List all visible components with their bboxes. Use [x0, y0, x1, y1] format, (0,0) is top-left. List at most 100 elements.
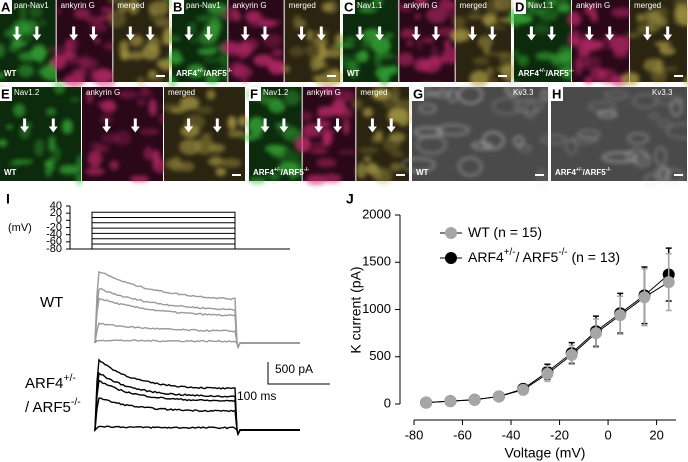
cell: [397, 4, 405, 9]
trace-label: WT: [40, 294, 63, 311]
cell: [189, 38, 198, 44]
arrow: [279, 118, 289, 133]
arrow: [297, 26, 307, 41]
cell: [40, 18, 47, 27]
cell: [405, 41, 414, 46]
cell: [401, 27, 415, 36]
text-part: /ARF5: [583, 168, 607, 177]
micrograph-texture: [85, 86, 170, 183]
cell: [107, 10, 127, 28]
x-tick-label: -80: [405, 427, 424, 442]
cell: [148, 98, 158, 117]
current-trace: [94, 339, 300, 350]
cell: [119, 40, 129, 57]
arrow: [526, 26, 536, 41]
cell: [4, 28, 15, 38]
panel-letter-bg: [172, 0, 184, 14]
cell: [485, 66, 495, 77]
genotype-label: WT: [347, 69, 360, 78]
cell: [179, 96, 200, 111]
current-trace: [94, 425, 300, 437]
cell: [195, 106, 214, 115]
channel-label: merged: [634, 1, 661, 10]
panel-letter: I: [6, 191, 10, 207]
cell: [624, 33, 641, 38]
channel-label: ankyrin G: [232, 1, 266, 10]
legend-marker: [445, 227, 457, 239]
cell: [201, 133, 213, 138]
scale-bar: [267, 362, 330, 385]
cell: [48, 135, 56, 153]
cell: [472, 57, 490, 65]
cell: [93, 38, 101, 44]
cell: [539, 134, 568, 145]
cell: [444, 39, 451, 49]
cell: [415, 0, 428, 6]
cell: [416, 38, 423, 50]
panel-letter: B: [173, 0, 182, 14]
channel-label: merged: [460, 1, 487, 10]
cell: [401, 157, 436, 173]
text-part: ARF4: [518, 69, 539, 78]
channel-label: merged: [168, 88, 195, 97]
cell: [321, 173, 342, 184]
data-point: [517, 383, 530, 396]
cell: [100, 7, 115, 12]
cell: [586, 55, 602, 74]
cell: [513, 98, 543, 114]
cell: [136, 99, 146, 107]
cell: [231, 7, 239, 19]
data-point: [614, 309, 627, 322]
panel-letter: E: [1, 86, 10, 101]
text-part: /ARF5: [204, 69, 228, 78]
cell: [482, 131, 505, 150]
channel-label: Nav1.2: [263, 88, 289, 97]
cell: [648, 112, 660, 120]
cell: [524, 100, 537, 119]
cell: [626, 132, 650, 145]
cell: [396, 99, 416, 111]
cell: [127, 0, 140, 15]
panel-letter-bg: [412, 87, 424, 101]
cell: [666, 122, 688, 140]
data-point: [589, 327, 602, 340]
cell: [442, 46, 460, 64]
arrow: [125, 26, 135, 41]
tick-label: 0: [56, 214, 62, 226]
genotype-label: WT: [4, 168, 17, 177]
cell: [154, 17, 172, 28]
cell: [227, 46, 240, 58]
cell: [363, 156, 371, 162]
arrow: [584, 26, 594, 41]
cell: [317, 106, 338, 118]
arrow: [212, 118, 222, 133]
cell: [384, 33, 394, 39]
cell: [73, 7, 91, 20]
cell: [683, 76, 688, 87]
cell: [413, 126, 444, 138]
cell: [143, 146, 154, 161]
data-point: [444, 395, 457, 408]
cell: [340, 54, 353, 69]
micrograph-texture: [0, 3, 63, 81]
text-part: /ARF5: [546, 69, 570, 78]
trace-label: ARF4+/-: [25, 372, 76, 392]
cell: [18, 51, 40, 62]
arrow: [204, 26, 214, 41]
genotype-label: WT: [416, 168, 429, 177]
cell: [114, 130, 132, 146]
cell: [79, 54, 92, 70]
cell: [358, 147, 379, 154]
cell: [587, 101, 617, 113]
cell: [509, 86, 519, 98]
x-tick-label: -40: [502, 427, 521, 442]
text-part: -/-: [569, 68, 574, 74]
cell: [13, 103, 26, 117]
cell: [568, 29, 582, 48]
current-trace: [94, 322, 300, 350]
cell: [556, 3, 572, 13]
cell: [204, 72, 220, 85]
cell: [75, 172, 84, 186]
cell: [657, 166, 671, 183]
